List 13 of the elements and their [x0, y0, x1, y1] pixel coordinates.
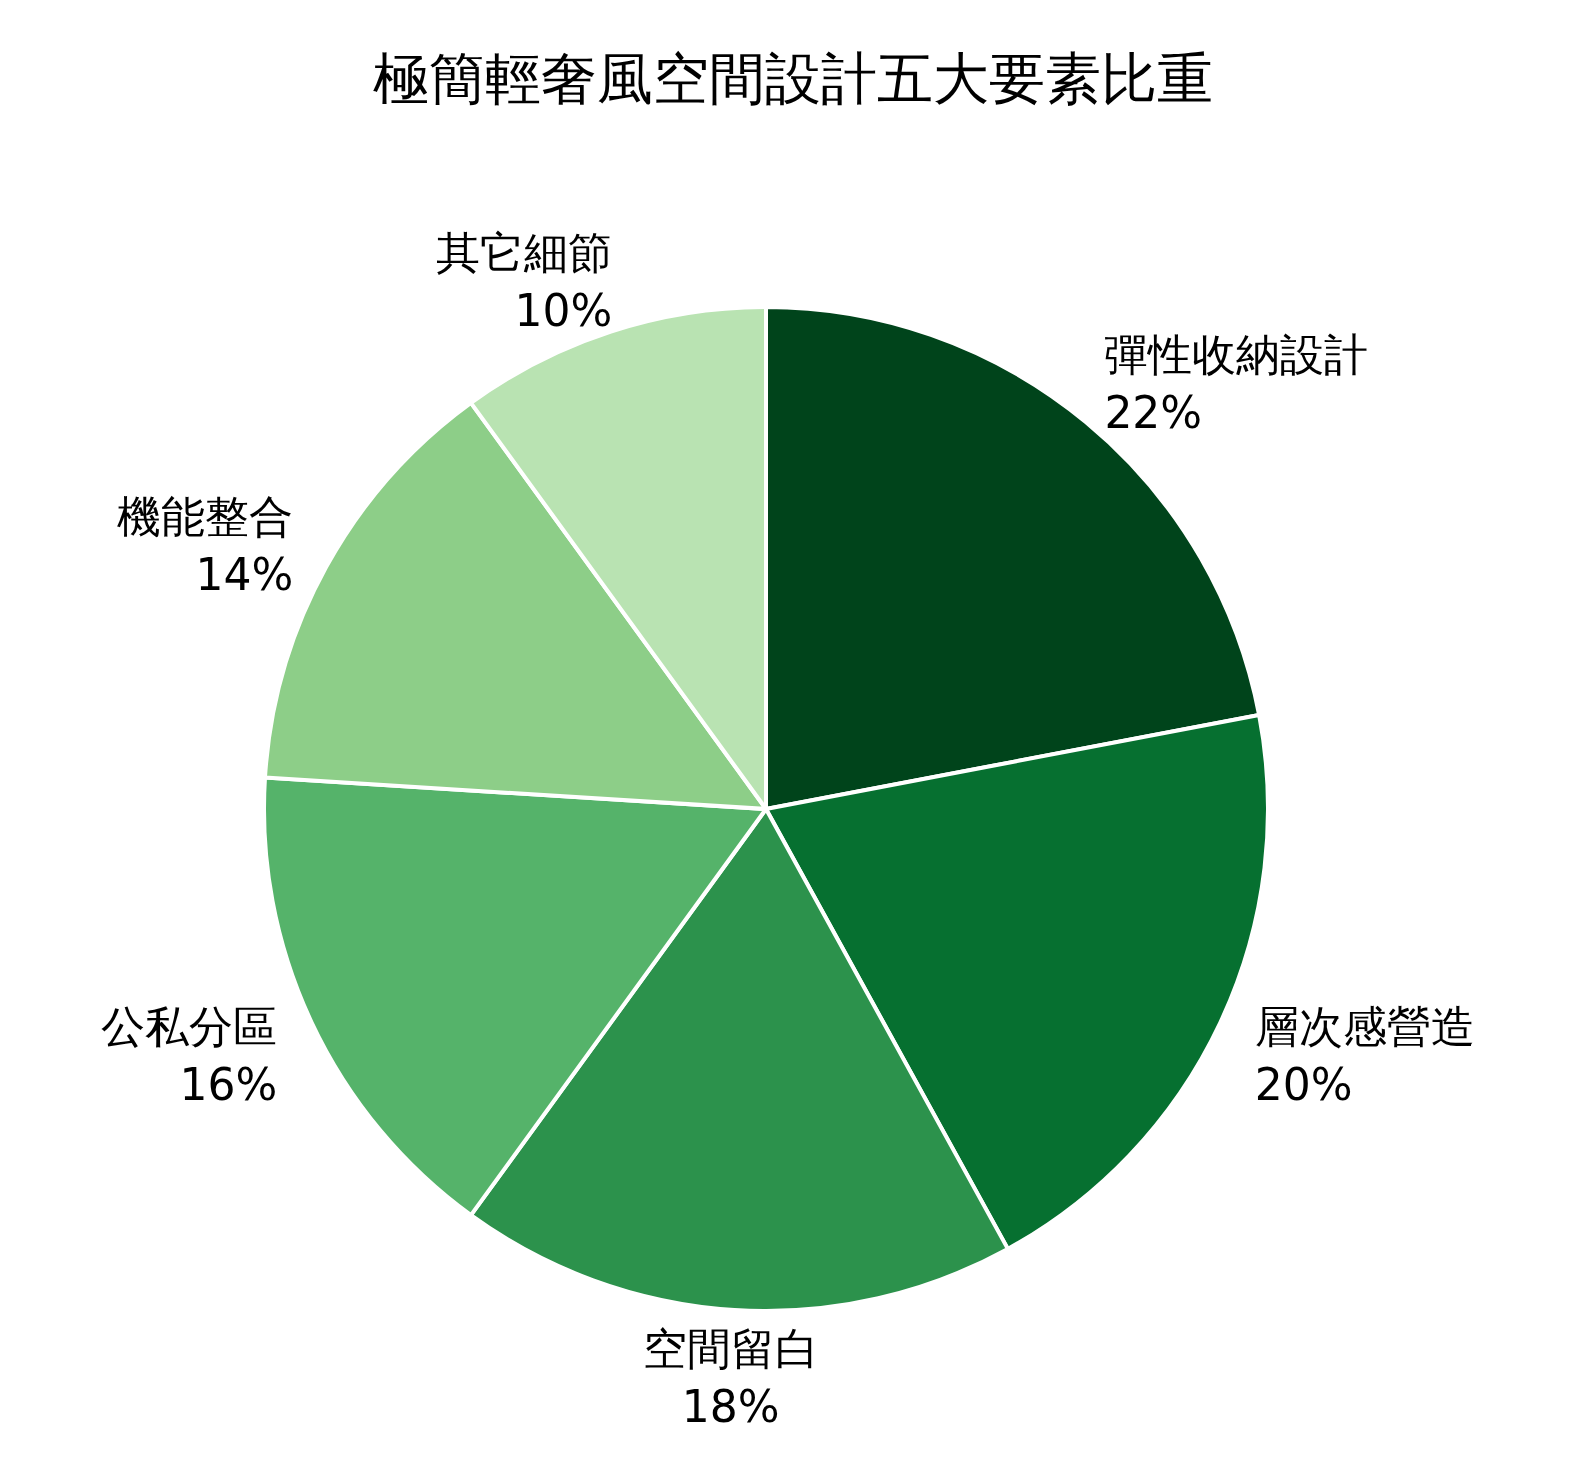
- data-label: 18%: [681, 1381, 780, 1433]
- chart-title: 極簡輕奢風空間設計五大要素比重: [373, 46, 1213, 111]
- data-label: 14%: [195, 549, 294, 601]
- slice-label: 空間留白: [642, 1323, 819, 1375]
- data-label: 16%: [179, 1059, 278, 1111]
- data-label: 22%: [1104, 386, 1203, 438]
- slice-label: 機能整合: [117, 491, 294, 543]
- slice-label: 公私分區: [101, 1001, 278, 1053]
- data-label: 20%: [1254, 1059, 1353, 1111]
- data-label: 10%: [514, 285, 613, 337]
- slice-label: 彈性收納設計: [1104, 328, 1369, 380]
- slice-label: 層次感營造: [1254, 1001, 1475, 1053]
- slice-label: 其它細節: [436, 227, 613, 279]
